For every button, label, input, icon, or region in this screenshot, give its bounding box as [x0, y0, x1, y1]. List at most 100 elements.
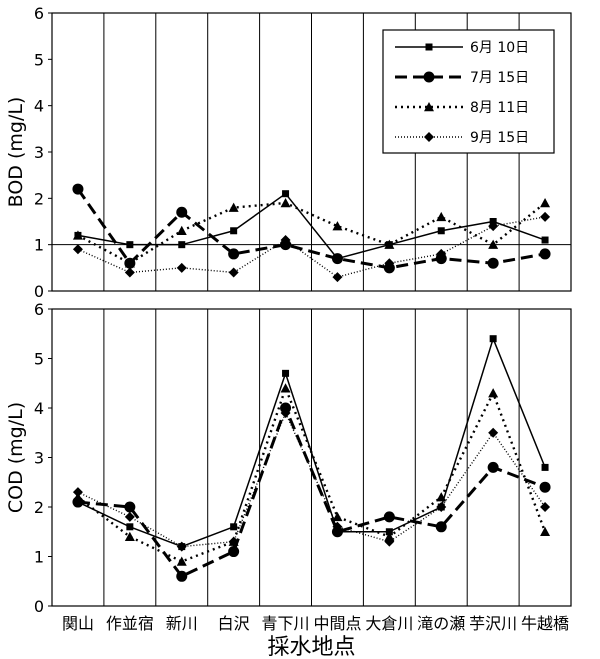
chart-panel-1: 0 1 2 3 4 5 6 BOD (mg/L): [5, 4, 572, 301]
data-point: [228, 536, 239, 547]
x-tick-label: 関山: [62, 614, 94, 633]
y-tick-label: 2: [34, 498, 44, 517]
data-point: [384, 239, 395, 249]
legend-label: 8月 11日: [470, 100, 529, 116]
data-point: [72, 244, 83, 255]
data-point: [176, 225, 187, 236]
legend-marker: [425, 43, 433, 51]
data-point: [176, 570, 188, 582]
series-3: [72, 197, 551, 268]
data-point: [176, 556, 187, 566]
legend-box: [382, 29, 555, 154]
data-point: [72, 230, 83, 240]
x-tick-label: 芋沢川: [469, 614, 517, 633]
y-tick-label: 0: [34, 282, 44, 301]
data-point: [540, 197, 551, 208]
series-4: [72, 407, 551, 552]
y-axis-label: COD (mg/L): [5, 402, 27, 513]
data-point: [282, 190, 290, 198]
legend-marker: [424, 102, 434, 112]
series-line: [77, 406, 546, 578]
x-tick-label: 中間点: [313, 614, 361, 633]
legend-marker: [423, 71, 435, 83]
data-point: [124, 258, 135, 268]
data-point: [488, 221, 499, 232]
y-tick-label: 1: [34, 236, 44, 255]
data-point: [176, 206, 188, 218]
x-axis-label: 採水地点: [267, 635, 355, 659]
data-point: [331, 253, 343, 265]
data-point: [488, 239, 499, 249]
x-tick-label: 大倉川: [365, 614, 413, 633]
data-point: [72, 183, 84, 195]
data-point: [384, 536, 395, 547]
data-point: [228, 248, 240, 260]
data-point: [126, 241, 134, 249]
data-point: [540, 526, 551, 536]
data-point: [178, 241, 186, 249]
data-point: [488, 388, 499, 398]
data-point: [540, 211, 551, 222]
data-point: [176, 541, 187, 552]
data-point: [230, 227, 238, 235]
x-tick-label: 白沢: [218, 614, 250, 633]
legend-label: 9月 15日: [470, 130, 529, 146]
data-point: [436, 492, 447, 502]
x-tick-label: 滝の瀬: [417, 614, 465, 633]
legend: 6月 10日 7月 15日 8月 11日 9月 15日: [382, 29, 555, 154]
data-point: [435, 521, 447, 533]
series-line: [77, 387, 547, 563]
data-point: [436, 248, 447, 259]
legend-label: 7月 15日: [470, 70, 529, 86]
data-point: [280, 235, 291, 246]
data-point: [540, 502, 551, 512]
legend-label: 6月 10日: [470, 40, 529, 56]
y-tick-label: 3: [34, 143, 44, 162]
data-point: [126, 523, 134, 531]
y-tick-label: 6: [34, 4, 44, 23]
data-point: [487, 461, 499, 473]
y-tick-label: 6: [34, 300, 44, 319]
series-line: [76, 188, 546, 270]
data-point: [332, 272, 343, 283]
data-point: [228, 546, 240, 558]
data-point: [541, 236, 549, 244]
data-point: [384, 531, 395, 541]
data-point: [228, 202, 239, 212]
y-tick-label: 2: [34, 189, 44, 208]
data-point: [282, 369, 290, 377]
data-point: [332, 511, 343, 522]
data-point: [124, 267, 135, 278]
data-point: [489, 335, 497, 343]
y-axis-label: BOD (mg/L): [5, 97, 27, 208]
data-point: [384, 258, 395, 269]
y-tick-label: 4: [34, 399, 44, 418]
y-tick-label: 4: [34, 97, 44, 116]
y-tick-label: 3: [34, 449, 44, 468]
legend-item-4: 9月 15日: [395, 130, 529, 146]
data-point: [72, 487, 83, 498]
data-point: [436, 211, 447, 222]
x-tick-label: 青下川: [262, 614, 310, 633]
data-point: [124, 511, 135, 522]
data-point: [541, 463, 549, 471]
x-tick-label: 牛越橋: [521, 614, 569, 633]
data-point: [383, 511, 395, 523]
data-point: [230, 523, 238, 531]
x-tick-label: 新川: [166, 614, 198, 633]
series-4: [72, 211, 551, 283]
legend-item-1: 6月 10日: [395, 40, 529, 56]
legend-item-2: 7月 15日: [395, 70, 529, 86]
series-line: [77, 412, 546, 548]
legend-marker: [424, 132, 434, 142]
legend-item-3: 8月 11日: [395, 100, 529, 116]
data-point: [488, 427, 499, 438]
data-point: [124, 501, 136, 513]
data-point: [280, 407, 291, 418]
data-point: [539, 481, 551, 493]
data-point: [539, 248, 551, 260]
data-point: [332, 521, 343, 532]
series-line: [77, 192, 546, 260]
data-point: [487, 257, 499, 269]
